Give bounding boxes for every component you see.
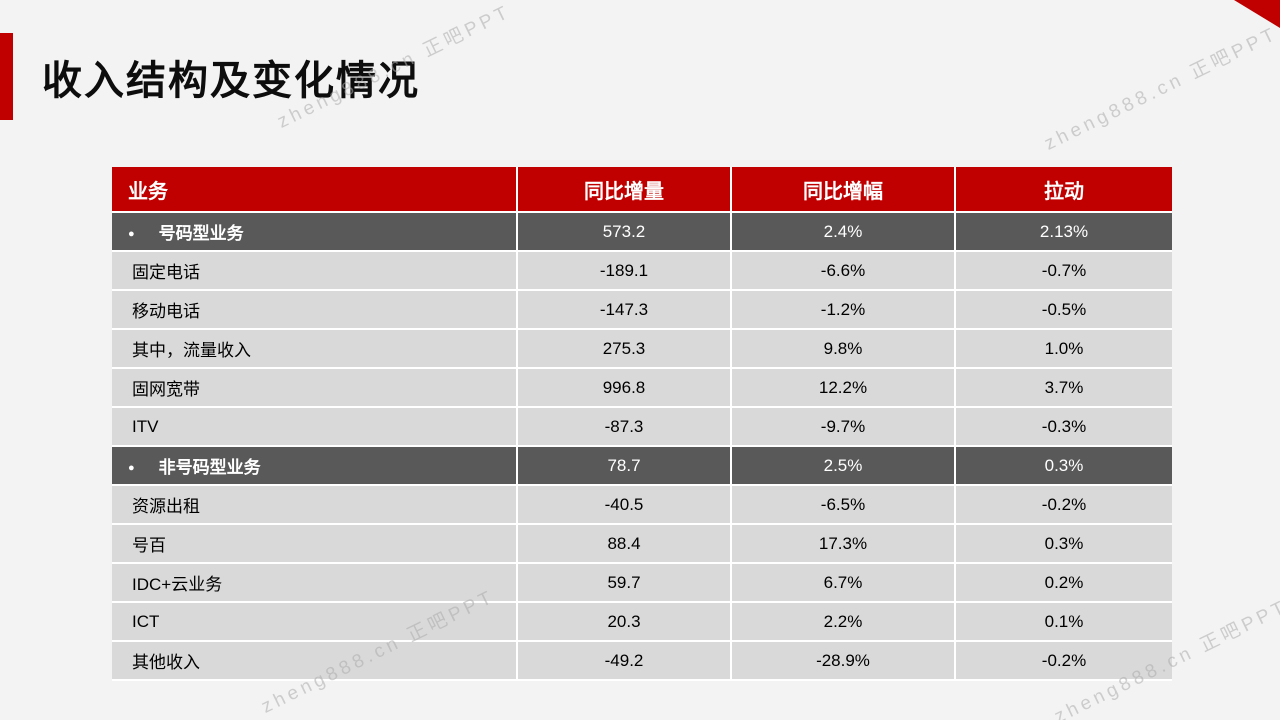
business-label: 固定电话: [132, 263, 200, 282]
cell-yoy-growth: 2.4%: [731, 212, 956, 252]
table-row: 其他收入 -49.2 -28.9% -0.2%: [112, 641, 1172, 681]
cell-pull: 0.3%: [955, 524, 1172, 564]
cell-yoy-growth: -9.7%: [731, 407, 956, 447]
title-accent-bar: [0, 33, 13, 120]
business-label: 非号码型业务: [158, 458, 261, 477]
cell-pull: 0.2%: [955, 563, 1172, 603]
cell-yoy-increment: -49.2: [517, 641, 732, 681]
cell-yoy-growth: -6.6%: [731, 251, 956, 291]
cell-business: 固网宽带: [112, 368, 518, 408]
business-label: ITV: [132, 416, 159, 436]
header-yoy-increment: 同比增量: [517, 167, 732, 213]
cell-business: 移动电话: [112, 290, 518, 330]
header-pull: 拉动: [955, 167, 1172, 213]
table-row: 固定电话 -189.1 -6.6% -0.7%: [112, 251, 1172, 291]
business-label: 资源出租: [132, 497, 200, 516]
cell-yoy-growth: -6.5%: [731, 485, 956, 525]
business-label: 号百: [132, 536, 166, 555]
table-row: 号百 88.4 17.3% 0.3%: [112, 524, 1172, 564]
cell-yoy-growth: 12.2%: [731, 368, 956, 408]
cell-business: IDC+云业务: [112, 563, 518, 603]
cell-pull: -0.3%: [955, 407, 1172, 447]
cell-business: ● 号码型业务: [112, 212, 518, 252]
cell-pull: 1.0%: [955, 329, 1172, 369]
header-business: 业务: [112, 167, 518, 213]
table-row: 移动电话 -147.3 -1.2% -0.5%: [112, 290, 1172, 330]
cell-business: 号百: [112, 524, 518, 564]
table-row: 其中，流量收入 275.3 9.8% 1.0%: [112, 329, 1172, 369]
table-row: ● 号码型业务 573.2 2.4% 2.13%: [112, 212, 1172, 252]
revenue-table-wrap: 业务 同比增量 同比增幅 拉动 ● 号码型业务 573.2 2.4% 2.13% 固定电话…: [112, 167, 1172, 681]
table-row: ICT 20.3 2.2% 0.1%: [112, 602, 1172, 642]
cell-pull: -0.2%: [955, 641, 1172, 681]
corner-triangle-decoration: [1234, 0, 1280, 28]
table-body: ● 号码型业务 573.2 2.4% 2.13% 固定电话 -189.1 -6.6% -0.7%…: [112, 212, 1172, 681]
cell-yoy-increment: -147.3: [517, 290, 732, 330]
cell-yoy-increment: 20.3: [517, 602, 732, 642]
cell-pull: -0.7%: [955, 251, 1172, 291]
cell-yoy-growth: 17.3%: [731, 524, 956, 564]
table-row: 固网宽带 996.8 12.2% 3.7%: [112, 368, 1172, 408]
cell-business: 其中，流量收入: [112, 329, 518, 369]
revenue-table: 业务 同比增量 同比增幅 拉动 ● 号码型业务 573.2 2.4% 2.13% 固定电话…: [112, 167, 1172, 681]
cell-yoy-increment: -189.1: [517, 251, 732, 291]
business-label: ICT: [132, 611, 160, 631]
cell-pull: 3.7%: [955, 368, 1172, 408]
table-row: ITV -87.3 -9.7% -0.3%: [112, 407, 1172, 447]
cell-yoy-growth: -28.9%: [731, 641, 956, 681]
cell-yoy-growth: -1.2%: [731, 290, 956, 330]
cell-business: ITV: [112, 407, 518, 447]
cell-business: 固定电话: [112, 251, 518, 291]
business-label: 其中，流量收入: [132, 341, 251, 360]
business-label: 其他收入: [132, 653, 200, 672]
cell-yoy-growth: 2.2%: [731, 602, 956, 642]
cell-yoy-growth: 2.5%: [731, 446, 956, 486]
cell-yoy-increment: 59.7: [517, 563, 732, 603]
cell-pull: -0.5%: [955, 290, 1172, 330]
cell-pull: -0.2%: [955, 485, 1172, 525]
bullet-icon: ●: [128, 228, 135, 240]
table-row: ● 非号码型业务 78.7 2.5% 0.3%: [112, 446, 1172, 486]
cell-yoy-increment: 88.4: [517, 524, 732, 564]
cell-yoy-increment: 996.8: [517, 368, 732, 408]
cell-pull: 2.13%: [955, 212, 1172, 252]
table-row: IDC+云业务 59.7 6.7% 0.2%: [112, 563, 1172, 603]
cell-yoy-increment: 78.7: [517, 446, 732, 486]
cell-pull: 0.3%: [955, 446, 1172, 486]
table-row: 资源出租 -40.5 -6.5% -0.2%: [112, 485, 1172, 525]
business-label: 移动电话: [132, 302, 200, 321]
cell-yoy-increment: 275.3: [517, 329, 732, 369]
cell-yoy-increment: 573.2: [517, 212, 732, 252]
watermark: zheng888.cn 正吧PPT: [1041, 23, 1280, 155]
business-label: 号码型业务: [158, 224, 244, 243]
cell-yoy-increment: -87.3: [517, 407, 732, 447]
header-yoy-growth: 同比增幅: [731, 167, 956, 213]
page-title: 收入结构及变化情况: [42, 59, 420, 103]
cell-business: 其他收入: [112, 641, 518, 681]
business-label: IDC+云业务: [132, 575, 223, 594]
table-header-row: 业务 同比增量 同比增幅 拉动: [112, 167, 1172, 213]
cell-yoy-increment: -40.5: [517, 485, 732, 525]
business-label: 固网宽带: [132, 380, 200, 399]
cell-business: 资源出租: [112, 485, 518, 525]
bullet-icon: ●: [128, 462, 135, 474]
cell-business: ● 非号码型业务: [112, 446, 518, 486]
cell-yoy-growth: 6.7%: [731, 563, 956, 603]
cell-business: ICT: [112, 602, 518, 642]
cell-yoy-growth: 9.8%: [731, 329, 956, 369]
cell-pull: 0.1%: [955, 602, 1172, 642]
